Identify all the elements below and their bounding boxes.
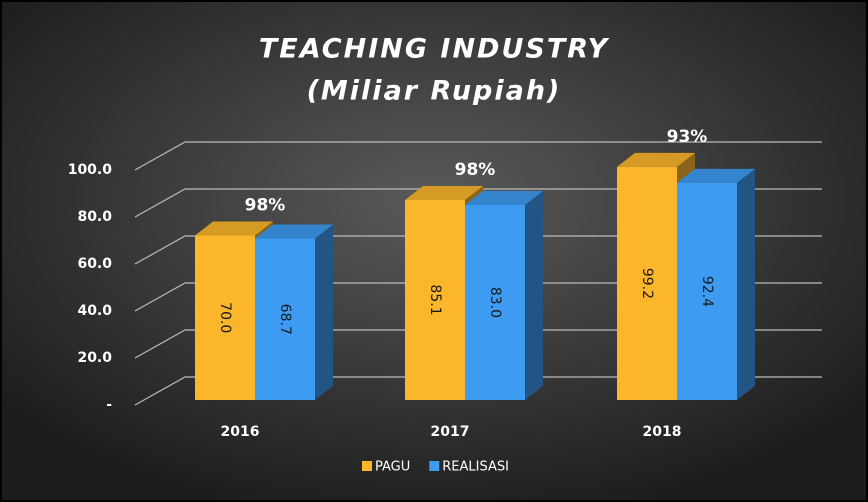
bar-top	[405, 186, 483, 201]
y-tick-label: 60.0	[77, 256, 112, 272]
bar	[465, 204, 525, 400]
bar-side	[737, 168, 755, 400]
y-tick-label: 20.0	[77, 350, 112, 366]
value-label: 70.0	[217, 302, 233, 333]
legend-swatch	[362, 461, 372, 471]
bar-top	[195, 221, 273, 236]
y-tick-label: 100.0	[68, 162, 113, 178]
annotation: 93%	[667, 127, 708, 147]
bar-side	[525, 190, 543, 400]
bar-side	[315, 224, 333, 400]
bar	[195, 235, 255, 400]
value-label: 92.4	[699, 276, 715, 307]
bar	[617, 166, 677, 400]
grid-line	[134, 376, 822, 406]
grid-line	[134, 282, 822, 312]
y-tick-label: -	[106, 397, 112, 413]
y-tick-label: 40.0	[77, 303, 112, 319]
chart-subtitle: (Miliar Rupiah)	[307, 76, 562, 107]
legend-swatch	[429, 461, 440, 471]
annotation: 98%	[245, 196, 286, 216]
grid-line	[134, 188, 822, 218]
value-label: 83.0	[487, 287, 503, 318]
legend-label: REALISASI	[442, 460, 509, 475]
x-tick-label: 2017	[431, 424, 470, 440]
grid-line	[134, 141, 822, 171]
bar-top	[677, 168, 755, 183]
grid-line	[134, 235, 822, 265]
annotation: 98%	[455, 160, 496, 180]
bar	[255, 238, 315, 400]
bar	[677, 182, 737, 400]
y-tick-label: 80.0	[77, 209, 112, 225]
x-tick-label: 2016	[221, 424, 260, 440]
value-label: 99.2	[639, 268, 655, 299]
legend-label: PAGU	[375, 460, 410, 475]
grid-line	[134, 329, 822, 359]
bar-top	[255, 224, 333, 239]
value-label: 68.7	[277, 304, 293, 335]
bar-top	[465, 190, 543, 205]
bar	[405, 200, 465, 400]
x-tick-label: 2018	[643, 424, 682, 440]
bar-top	[617, 152, 695, 167]
value-label: 85.1	[427, 284, 443, 315]
chart-title: TEACHING INDUSTRY	[259, 34, 610, 65]
